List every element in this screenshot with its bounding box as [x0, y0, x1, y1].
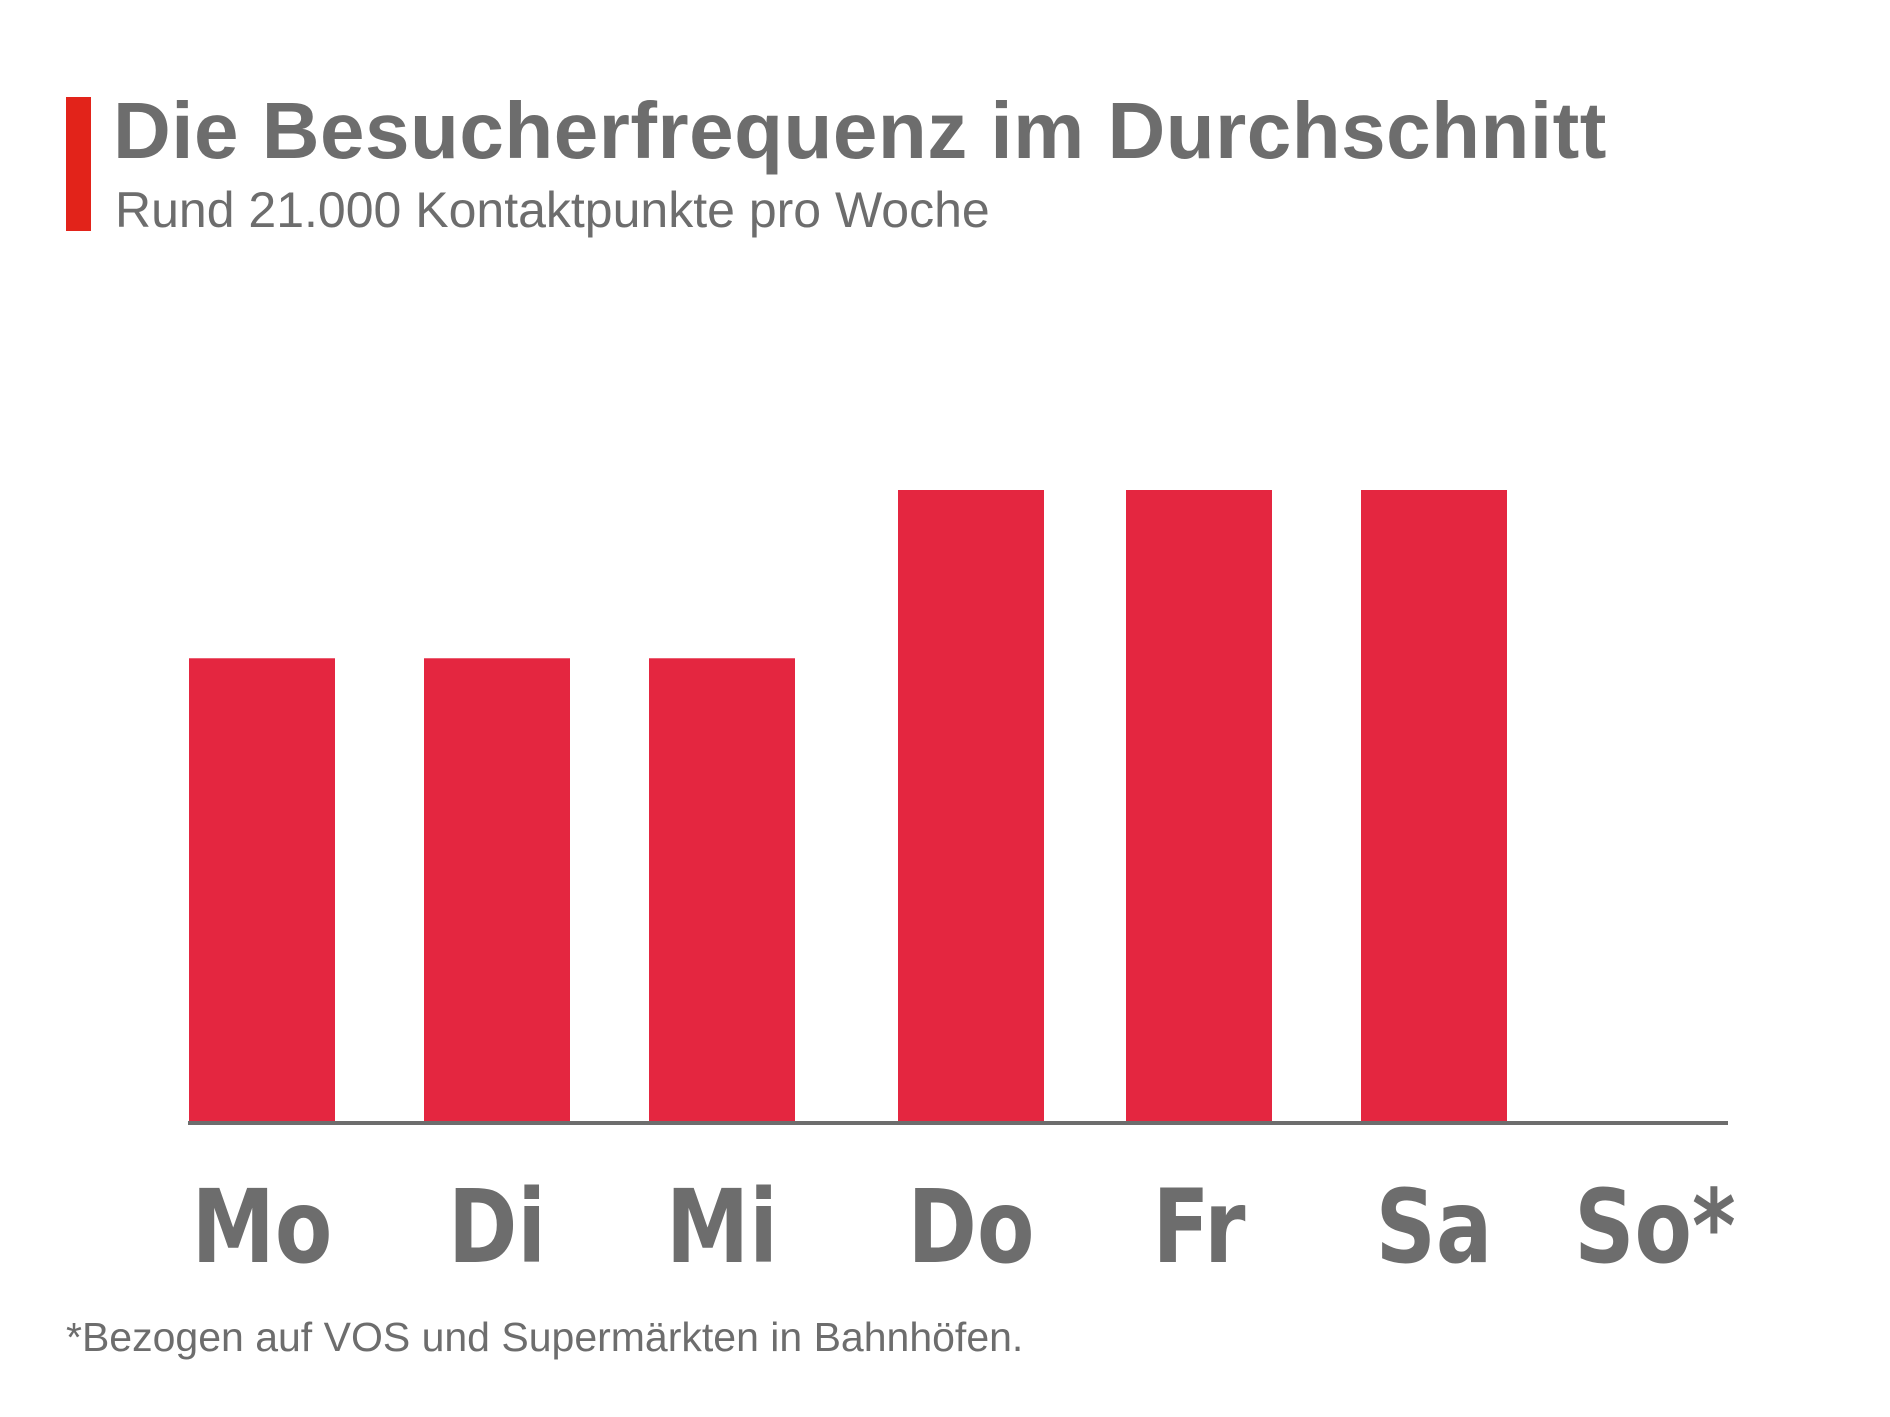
bar-group [189, 490, 1507, 1121]
page-subtitle: Rund 21.000 Kontaktpunkte pro Woche [115, 182, 990, 238]
x-axis-labels: Mo Di Mi Do Fr Sa So* [192, 1167, 1736, 1286]
x-tick-label-fr: Fr [1152, 1167, 1245, 1286]
x-tick-label-di: Di [448, 1167, 546, 1286]
bar-di [424, 658, 570, 1121]
footnote: *Bezogen auf VOS und Supermärkten in Bah… [66, 1314, 1024, 1360]
bar-do [898, 490, 1044, 1121]
bar-sa [1361, 490, 1507, 1121]
x-tick-label-do: Do [908, 1167, 1035, 1286]
x-tick-label-mi: Mi [666, 1167, 778, 1286]
x-tick-label-so: So* [1574, 1167, 1735, 1286]
bar-mi [649, 658, 795, 1121]
bar-fr [1126, 490, 1272, 1121]
page-title: Die Besucherfrequenz im Durchschnitt [113, 86, 1607, 175]
bar-chart: Mo Di Mi Do Fr Sa So* [188, 490, 1736, 1286]
x-tick-label-mo: Mo [192, 1167, 333, 1286]
bar-mo [189, 658, 335, 1121]
x-tick-label-sa: Sa [1376, 1167, 1493, 1286]
title-accent-bar [66, 97, 91, 231]
